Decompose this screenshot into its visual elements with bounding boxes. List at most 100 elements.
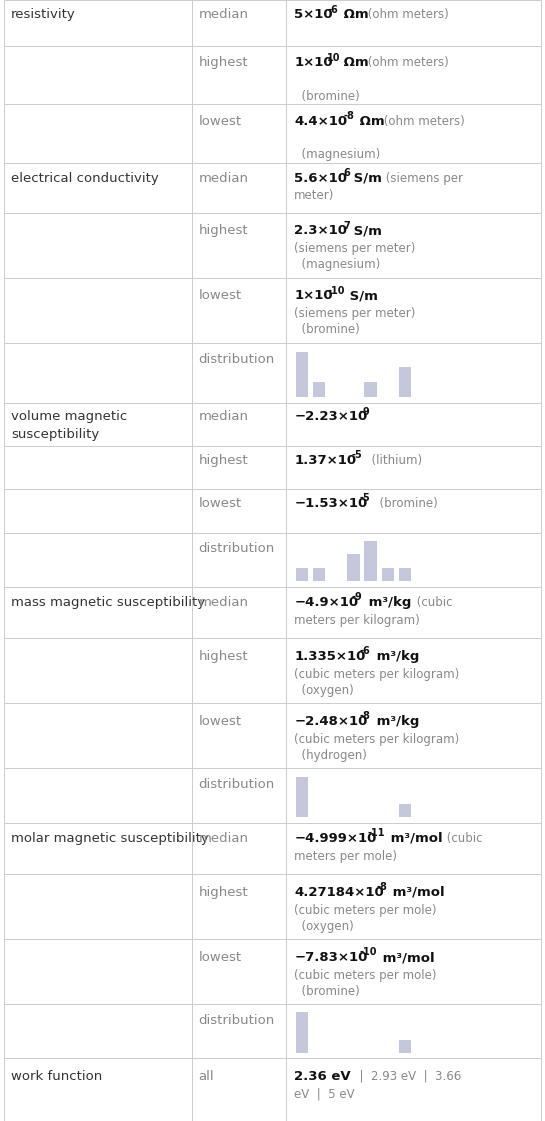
Text: median: median <box>198 832 249 845</box>
Text: m³/mol: m³/mol <box>386 832 443 845</box>
Text: m³/mol: m³/mol <box>388 886 445 899</box>
Text: median: median <box>198 172 249 185</box>
Text: -10: -10 <box>360 947 377 957</box>
Text: (cubic meters per mole): (cubic meters per mole) <box>294 904 437 917</box>
Text: (ohm meters): (ohm meters) <box>364 56 449 70</box>
Text: resistivity: resistivity <box>11 8 76 21</box>
Text: Ωm: Ωm <box>355 114 385 128</box>
Text: S/m: S/m <box>349 172 382 185</box>
Text: mass magnetic susceptibility: mass magnetic susceptibility <box>11 596 205 609</box>
Bar <box>313 568 325 582</box>
Text: work function: work function <box>11 1069 102 1083</box>
Text: (oxygen): (oxygen) <box>294 919 354 933</box>
Text: m³/kg: m³/kg <box>364 596 411 609</box>
Text: |  2.93 eV  |  3.66: | 2.93 eV | 3.66 <box>352 1069 461 1083</box>
Text: 1×10: 1×10 <box>294 56 333 70</box>
Text: 1×10: 1×10 <box>294 289 333 303</box>
Text: (lithium): (lithium) <box>364 454 422 466</box>
Bar <box>296 352 308 397</box>
Text: (ohm meters): (ohm meters) <box>364 8 449 21</box>
Text: highest: highest <box>198 56 248 70</box>
Text: lowest: lowest <box>198 289 241 303</box>
Text: (siemens per: (siemens per <box>382 172 463 185</box>
Text: lowest: lowest <box>198 114 241 128</box>
Text: -6: -6 <box>327 4 338 15</box>
Text: distribution: distribution <box>198 778 275 791</box>
Text: (bromine): (bromine) <box>294 984 360 998</box>
Text: -9: -9 <box>352 592 362 602</box>
Text: −1.53×10: −1.53×10 <box>294 497 367 510</box>
Text: (hydrogen): (hydrogen) <box>294 749 367 762</box>
Text: 5×10: 5×10 <box>294 8 333 21</box>
Text: meter): meter) <box>294 189 335 202</box>
Text: median: median <box>198 410 249 424</box>
Text: -6: -6 <box>360 647 371 657</box>
Text: 6: 6 <box>343 168 350 178</box>
Text: lowest: lowest <box>198 951 241 964</box>
Text: -8: -8 <box>343 111 354 121</box>
Text: volume magnetic: volume magnetic <box>11 410 127 424</box>
Text: susceptibility: susceptibility <box>11 428 99 442</box>
Bar <box>347 554 360 582</box>
Text: 4.27184×10: 4.27184×10 <box>294 886 384 899</box>
Text: distribution: distribution <box>198 543 275 555</box>
Text: -8: -8 <box>360 712 371 722</box>
Text: Ωm: Ωm <box>339 8 369 21</box>
Text: (bromine): (bromine) <box>294 323 360 336</box>
Text: meters per kilogram): meters per kilogram) <box>294 614 420 627</box>
Text: (bromine): (bromine) <box>372 497 438 510</box>
Text: (cubic meters per kilogram): (cubic meters per kilogram) <box>294 733 459 745</box>
Text: -11: -11 <box>368 828 385 839</box>
Text: highest: highest <box>198 650 248 664</box>
Text: −2.23×10: −2.23×10 <box>294 410 367 424</box>
Bar <box>296 568 308 582</box>
Bar <box>399 804 411 817</box>
Text: median: median <box>198 596 249 609</box>
Text: S/m: S/m <box>345 289 378 303</box>
Text: (ohm meters): (ohm meters) <box>380 114 465 128</box>
Text: S/m: S/m <box>349 224 382 238</box>
Text: distribution: distribution <box>198 353 275 367</box>
Text: 10: 10 <box>327 53 341 63</box>
Text: −2.48×10: −2.48×10 <box>294 715 368 729</box>
Text: Ωm: Ωm <box>339 56 369 70</box>
Text: median: median <box>198 8 249 21</box>
Text: 5.6×10: 5.6×10 <box>294 172 347 185</box>
Text: highest: highest <box>198 224 248 238</box>
Text: all: all <box>198 1069 214 1083</box>
Text: -8: -8 <box>376 882 387 892</box>
Text: highest: highest <box>198 886 248 899</box>
Text: −7.83×10: −7.83×10 <box>294 951 368 964</box>
Bar <box>296 1012 308 1053</box>
Text: lowest: lowest <box>198 715 241 729</box>
Text: -5: -5 <box>360 493 371 503</box>
Text: (bromine): (bromine) <box>294 90 360 103</box>
Text: (magnesium): (magnesium) <box>294 258 380 271</box>
Text: lowest: lowest <box>198 497 241 510</box>
Bar <box>399 1039 411 1053</box>
Text: m³/kg: m³/kg <box>372 650 419 664</box>
Text: 2.36 eV: 2.36 eV <box>294 1069 351 1083</box>
Text: (cubic: (cubic <box>413 596 452 609</box>
Text: (oxygen): (oxygen) <box>294 684 354 697</box>
Text: −4.9×10: −4.9×10 <box>294 596 359 609</box>
Text: -5: -5 <box>352 450 362 460</box>
Bar <box>365 540 377 582</box>
Bar <box>382 568 394 582</box>
Bar <box>365 381 377 397</box>
Bar <box>399 568 411 582</box>
Text: 1.335×10: 1.335×10 <box>294 650 366 664</box>
Bar <box>296 777 308 817</box>
Text: −4.999×10: −4.999×10 <box>294 832 377 845</box>
Text: (magnesium): (magnesium) <box>294 148 380 161</box>
Text: 4.4×10: 4.4×10 <box>294 114 347 128</box>
Text: (cubic meters per mole): (cubic meters per mole) <box>294 969 437 982</box>
Text: highest: highest <box>198 454 248 466</box>
Text: (cubic: (cubic <box>443 832 483 845</box>
Text: eV  |  5 eV: eV | 5 eV <box>294 1087 355 1101</box>
Text: molar magnetic susceptibility: molar magnetic susceptibility <box>11 832 209 845</box>
Text: (siemens per meter): (siemens per meter) <box>294 307 416 321</box>
Bar <box>313 381 325 397</box>
Text: (cubic meters per kilogram): (cubic meters per kilogram) <box>294 668 459 680</box>
Text: distribution: distribution <box>198 1015 275 1027</box>
